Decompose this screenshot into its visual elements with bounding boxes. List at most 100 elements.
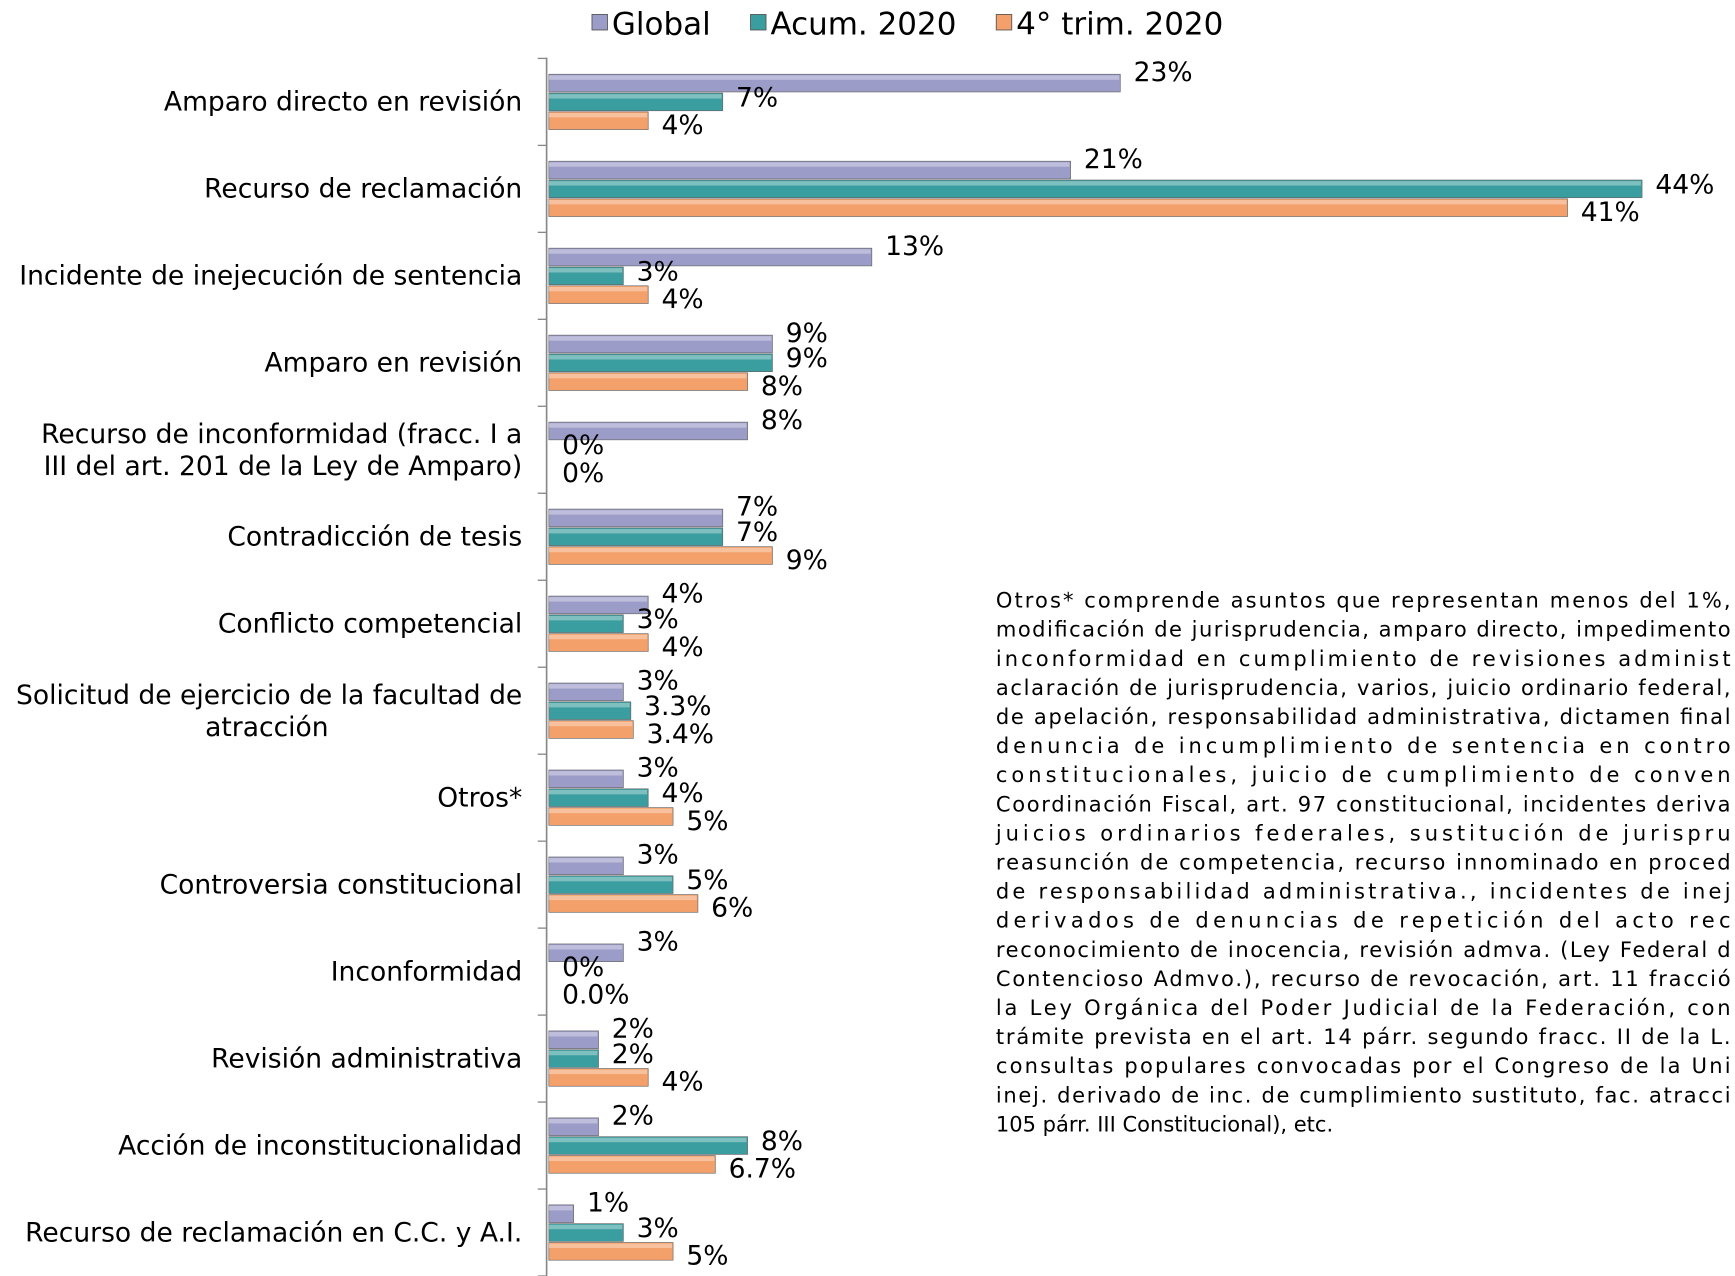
legend-swatch bbox=[591, 14, 608, 31]
bar-highlight bbox=[548, 162, 1070, 167]
value-label: 23% bbox=[1134, 57, 1193, 88]
value-label: 3.3% bbox=[644, 691, 711, 722]
annotation-line: de responsabilidad administrativa., inci… bbox=[996, 879, 1731, 904]
value-label: 2% bbox=[612, 1101, 654, 1132]
bar-highlight bbox=[548, 268, 623, 273]
bar-highlight bbox=[548, 1224, 623, 1230]
value-label: 6% bbox=[711, 893, 753, 924]
bar bbox=[548, 1155, 716, 1174]
bar bbox=[548, 769, 624, 789]
annotation-line: derivados de denuncias de repetición del… bbox=[996, 908, 1731, 933]
value-label: 9% bbox=[786, 545, 828, 576]
bar-highlight bbox=[548, 1156, 715, 1162]
bar bbox=[548, 1223, 624, 1242]
category-line: Solicitud de ejercicio de la facultad de bbox=[16, 680, 522, 711]
value-label: 4% bbox=[661, 632, 703, 663]
value-label: 0% bbox=[562, 430, 604, 461]
category-label: Conflicto competencial bbox=[218, 609, 522, 640]
value-label: 9% bbox=[786, 343, 828, 374]
value-label: 8% bbox=[761, 405, 803, 436]
value-label: 7% bbox=[736, 517, 778, 548]
bar bbox=[548, 1204, 575, 1223]
value-label: 3% bbox=[637, 604, 679, 635]
bar-highlight bbox=[548, 684, 623, 689]
bar-highlight bbox=[548, 181, 1641, 186]
value-label: 4% bbox=[661, 1067, 703, 1098]
bar-highlight bbox=[548, 858, 623, 863]
bar-highlight bbox=[548, 75, 1120, 80]
value-label: 2% bbox=[612, 1039, 654, 1070]
value-label: 5% bbox=[686, 806, 728, 837]
annotation-line: reasunción de competencia, recurso innom… bbox=[996, 849, 1731, 874]
value-label: 4% bbox=[661, 778, 703, 809]
category-label: Acción de inconstitucionalidad bbox=[118, 1130, 522, 1161]
bar-highlight bbox=[548, 1050, 598, 1056]
value-label: 9% bbox=[786, 318, 828, 349]
value-label: 7% bbox=[736, 82, 778, 113]
bar bbox=[548, 508, 724, 528]
bar-highlight bbox=[548, 336, 772, 341]
value-label: 41% bbox=[1581, 197, 1640, 228]
category-label: Incidente de inejecución de sentencia bbox=[19, 261, 522, 292]
bar-highlight bbox=[548, 423, 747, 428]
bar-highlight bbox=[548, 373, 747, 379]
bar-highlight bbox=[548, 112, 648, 118]
annotation-line: Coordinación Fiscal, art. 97 constitucio… bbox=[996, 791, 1731, 816]
value-label: 4% bbox=[661, 579, 703, 610]
legend-swatch bbox=[995, 14, 1013, 31]
bar bbox=[548, 943, 624, 962]
bar-highlight bbox=[548, 94, 722, 99]
bar bbox=[548, 247, 873, 267]
bar bbox=[548, 266, 624, 286]
category-label: Recurso de reclamación bbox=[204, 174, 522, 205]
category-label: Recurso de inconformidad (fracc. I a III … bbox=[41, 419, 522, 482]
bar-highlight bbox=[548, 771, 623, 776]
bar bbox=[548, 111, 649, 130]
bar-highlight bbox=[548, 355, 772, 360]
category-label: Recurso de reclamación en C.C. y A.I. bbox=[25, 1217, 522, 1248]
annotation-line: la Ley Orgánica del Poder Judicial de la… bbox=[996, 995, 1731, 1020]
bar bbox=[548, 595, 649, 615]
category-line: atracción bbox=[205, 712, 329, 743]
category-label: Contradicción de tesis bbox=[227, 522, 522, 553]
bar-highlight bbox=[548, 547, 772, 553]
bar-highlight bbox=[548, 1137, 747, 1143]
bar bbox=[548, 1242, 674, 1261]
bar-highlight bbox=[548, 1118, 598, 1124]
bar-highlight bbox=[548, 1069, 648, 1075]
bar bbox=[548, 1117, 599, 1136]
value-label: 3% bbox=[637, 256, 679, 287]
bar-highlight bbox=[548, 721, 633, 727]
bar bbox=[548, 285, 649, 304]
bar-highlight bbox=[548, 1205, 573, 1211]
bar bbox=[548, 421, 748, 441]
annotation-line: trámite prevista en el art. 14 párr. seg… bbox=[996, 1024, 1731, 1049]
value-label: 4% bbox=[661, 284, 703, 315]
value-label: 21% bbox=[1084, 144, 1143, 175]
bar bbox=[548, 894, 699, 913]
bar bbox=[548, 334, 773, 354]
bar bbox=[548, 633, 649, 652]
annotation-line: modificación de jurisprudencia, amparo d… bbox=[996, 617, 1731, 642]
bar-highlight bbox=[548, 1243, 672, 1249]
annotation-line: constitucionales, juicio de cumplimiento… bbox=[996, 762, 1731, 787]
value-label: 4% bbox=[661, 110, 703, 141]
bar-highlight bbox=[548, 510, 722, 515]
bar bbox=[548, 614, 624, 633]
value-label: 8% bbox=[761, 371, 803, 402]
bar-highlight bbox=[548, 529, 722, 534]
category-label: Controversia constitucional bbox=[160, 869, 523, 900]
legend-label: Global bbox=[612, 6, 711, 42]
legend-label: 4° trim. 2020 bbox=[1016, 6, 1223, 42]
annotation-line: reconocimiento de inocencia, revisión ad… bbox=[996, 937, 1731, 962]
value-label: 44% bbox=[1655, 169, 1714, 200]
legend-label: Acum. 2020 bbox=[770, 6, 956, 42]
category-line: Recurso de inconformidad (fracc. I a bbox=[41, 419, 522, 450]
bar bbox=[548, 701, 632, 720]
value-label: 3% bbox=[637, 666, 679, 697]
annotation-line: de apelación, responsabilidad administra… bbox=[996, 704, 1731, 729]
bar-highlight bbox=[548, 945, 623, 950]
bar-highlight bbox=[548, 286, 648, 292]
value-label: 0.0% bbox=[562, 980, 629, 1011]
